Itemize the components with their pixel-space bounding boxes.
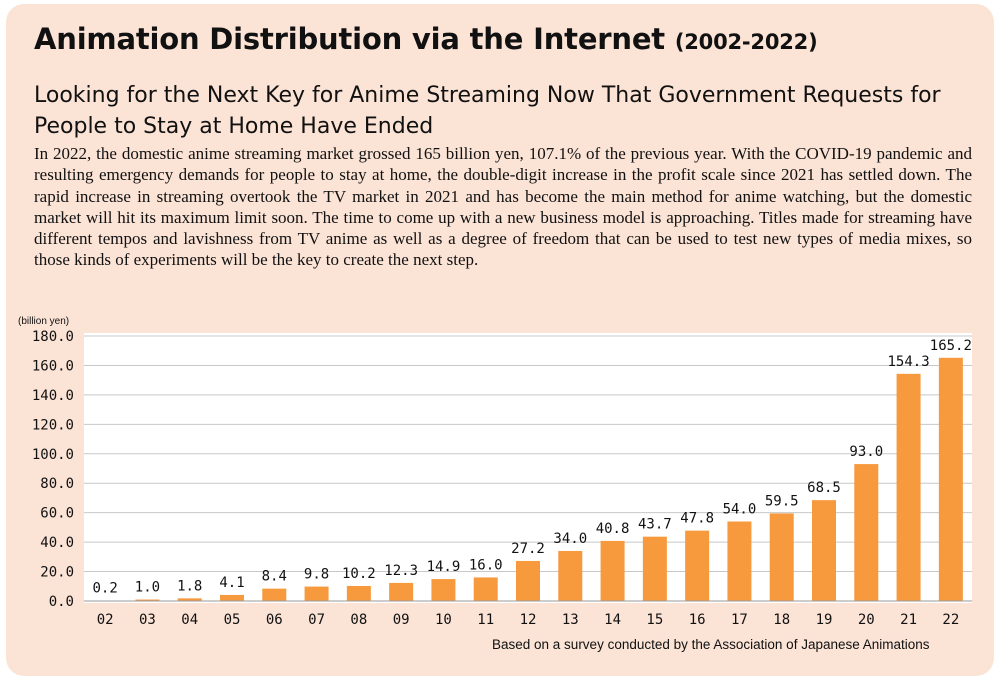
y-tick-label: 140.0 bbox=[32, 388, 74, 404]
title-text: Animation Distribution via the Internet bbox=[34, 22, 665, 56]
value-label: 43.7 bbox=[638, 517, 672, 533]
x-tick-label: 12 bbox=[520, 612, 537, 628]
source-note: Based on a survey conducted by the Assoc… bbox=[492, 637, 930, 652]
x-tick-label: 22 bbox=[942, 612, 959, 628]
x-tick-label: 21 bbox=[900, 612, 917, 628]
x-tick-label: 11 bbox=[477, 612, 494, 628]
x-tick-label: 13 bbox=[562, 612, 579, 628]
page-title: Animation Distribution via the Internet … bbox=[34, 22, 818, 56]
y-tick-label: 40.0 bbox=[40, 535, 74, 551]
x-tick-label: 06 bbox=[266, 612, 283, 628]
value-label: 34.0 bbox=[553, 531, 587, 547]
bar bbox=[516, 560, 540, 601]
title-years: (2002-2022) bbox=[674, 30, 818, 54]
bar bbox=[558, 550, 583, 601]
value-label: 12.3 bbox=[384, 563, 418, 579]
bar bbox=[769, 513, 794, 601]
bar bbox=[600, 540, 625, 601]
bar bbox=[685, 530, 710, 601]
x-tick-label: 16 bbox=[689, 612, 706, 628]
value-label: 93.0 bbox=[849, 444, 883, 460]
value-label: 27.2 bbox=[511, 541, 545, 557]
y-tick-label: 100.0 bbox=[32, 447, 74, 463]
bar bbox=[938, 357, 963, 601]
value-label: 59.5 bbox=[765, 493, 799, 509]
x-tick-label: 09 bbox=[393, 612, 410, 628]
x-tick-label: 17 bbox=[731, 612, 748, 628]
bar bbox=[389, 582, 414, 601]
value-label: 165.2 bbox=[930, 338, 972, 354]
value-label: 68.5 bbox=[807, 480, 841, 496]
value-label: 47.8 bbox=[680, 511, 714, 527]
y-tick-label: 0.0 bbox=[49, 594, 74, 610]
bar bbox=[431, 579, 456, 601]
y-tick-label: 80.0 bbox=[40, 476, 74, 492]
value-label: 4.1 bbox=[219, 575, 244, 591]
bar bbox=[346, 585, 371, 601]
value-label: 0.2 bbox=[92, 581, 117, 597]
value-label: 8.4 bbox=[262, 569, 287, 585]
bar bbox=[642, 536, 667, 601]
value-label: 154.3 bbox=[887, 354, 929, 370]
x-tick-label: 08 bbox=[350, 612, 367, 628]
x-tick-label: 20 bbox=[858, 612, 875, 628]
bar bbox=[896, 373, 921, 601]
value-label: 54.0 bbox=[723, 502, 757, 518]
bar bbox=[135, 599, 160, 601]
bar bbox=[304, 586, 329, 601]
value-label: 14.9 bbox=[427, 559, 461, 575]
x-tick-label: 15 bbox=[646, 612, 663, 628]
bar bbox=[854, 464, 879, 601]
y-tick-label: 180.0 bbox=[32, 329, 74, 345]
bar bbox=[177, 598, 202, 601]
body-paragraph: In 2022, the domestic anime streaming ma… bbox=[34, 144, 972, 270]
x-tick-label: 05 bbox=[224, 612, 241, 628]
value-label: 16.0 bbox=[469, 557, 503, 573]
bar bbox=[220, 594, 244, 601]
subtitle: Looking for the Next Key for Anime Strea… bbox=[34, 83, 941, 139]
x-tick-label: 10 bbox=[435, 612, 452, 628]
value-label: 9.8 bbox=[304, 567, 329, 583]
x-tick-label: 14 bbox=[604, 612, 621, 628]
y-tick-label: 120.0 bbox=[32, 417, 74, 433]
x-tick-label: 02 bbox=[97, 612, 114, 628]
bar bbox=[727, 521, 752, 601]
y-tick-label: 160.0 bbox=[32, 358, 74, 374]
value-label: 10.2 bbox=[342, 566, 376, 582]
value-label: 1.0 bbox=[135, 580, 160, 596]
x-tick-label: 07 bbox=[308, 612, 325, 628]
bar bbox=[262, 588, 287, 601]
bar bbox=[473, 577, 498, 601]
value-label: 40.8 bbox=[596, 521, 630, 537]
y-axis-unit-label: (billion yen) bbox=[18, 316, 70, 327]
x-tick-label: 19 bbox=[816, 612, 833, 628]
x-tick-label: 18 bbox=[773, 612, 790, 628]
x-tick-label: 04 bbox=[181, 612, 198, 628]
value-label: 1.8 bbox=[177, 578, 202, 594]
x-tick-label: 03 bbox=[139, 612, 156, 628]
y-tick-label: 60.0 bbox=[40, 506, 74, 522]
bar bbox=[812, 500, 836, 601]
y-tick-label: 20.0 bbox=[40, 565, 74, 581]
